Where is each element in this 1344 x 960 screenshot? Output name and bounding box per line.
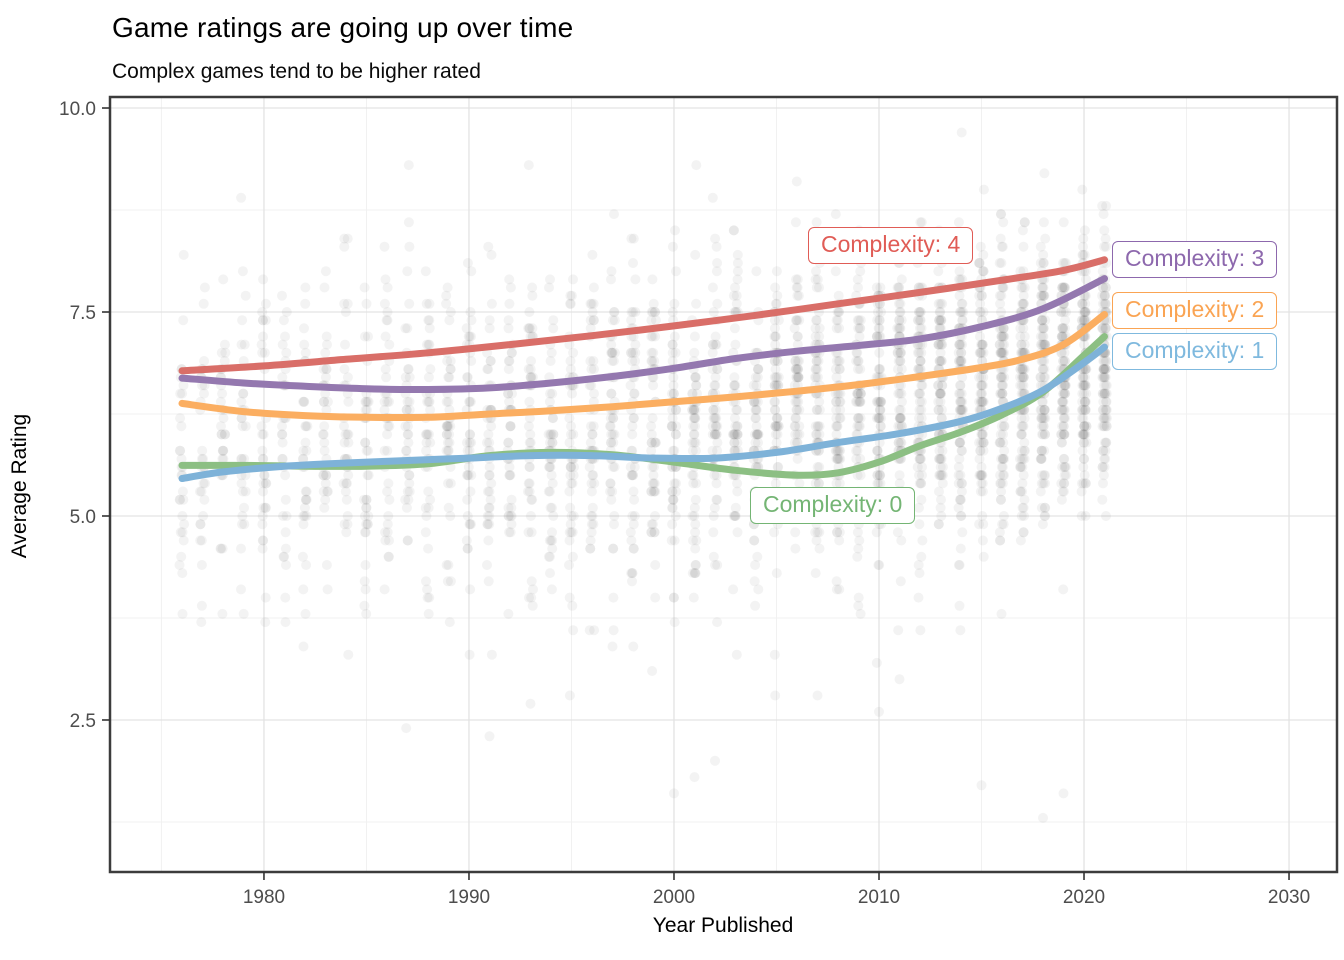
smooth-trend-lines: [178, 256, 1108, 482]
major-gridlines: [110, 97, 1337, 872]
y-tick-label: 7.5: [70, 303, 96, 324]
axis-ticks: [102, 107, 1290, 880]
y-tick-label: 5.0: [70, 507, 96, 528]
panel-border: [108, 95, 1339, 874]
x-tick-label: 2030: [1268, 887, 1310, 908]
scatter-points: [174, 127, 1112, 823]
x-tick-label: 1980: [243, 887, 285, 908]
x-tick-label: 2010: [858, 887, 900, 908]
x-tick-label: 1990: [448, 887, 490, 908]
y-tick-label: 10.0: [59, 99, 96, 120]
y-tick-label: 2.5: [70, 711, 96, 732]
x-tick-label: 2000: [653, 887, 695, 908]
minor-gridlines: [110, 97, 1337, 872]
x-tick-label: 2020: [1063, 887, 1105, 908]
axis-tick-labels: 1980 1990 2000 2010 2020 2030 10.0 7.5 5.0 2.5: [59, 99, 1310, 908]
